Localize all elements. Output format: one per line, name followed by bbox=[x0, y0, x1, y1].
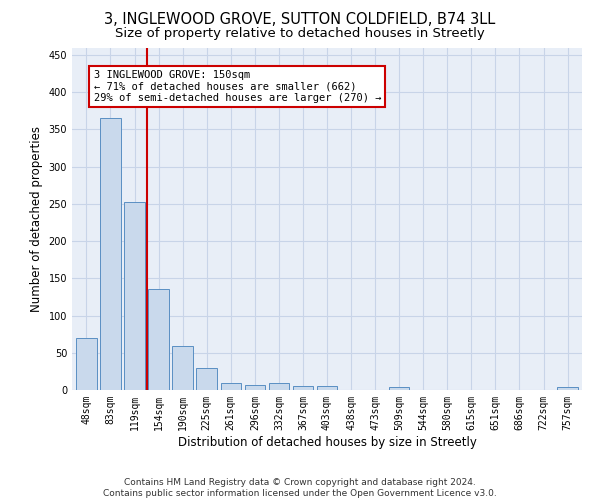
Text: 3 INGLEWOOD GROVE: 150sqm
← 71% of detached houses are smaller (662)
29% of semi: 3 INGLEWOOD GROVE: 150sqm ← 71% of detac… bbox=[94, 70, 381, 103]
Bar bbox=[557, 387, 578, 390]
Bar bbox=[245, 385, 265, 390]
Bar bbox=[172, 346, 193, 390]
X-axis label: Distribution of detached houses by size in Streetly: Distribution of detached houses by size … bbox=[178, 436, 476, 448]
Bar bbox=[317, 386, 337, 390]
Bar bbox=[293, 386, 313, 390]
Bar bbox=[389, 387, 409, 390]
Bar bbox=[100, 118, 121, 390]
Bar bbox=[196, 368, 217, 390]
Y-axis label: Number of detached properties: Number of detached properties bbox=[30, 126, 43, 312]
Text: 3, INGLEWOOD GROVE, SUTTON COLDFIELD, B74 3LL: 3, INGLEWOOD GROVE, SUTTON COLDFIELD, B7… bbox=[104, 12, 496, 28]
Bar bbox=[221, 382, 241, 390]
Bar bbox=[148, 290, 169, 390]
Text: Size of property relative to detached houses in Streetly: Size of property relative to detached ho… bbox=[115, 28, 485, 40]
Text: Contains HM Land Registry data © Crown copyright and database right 2024.
Contai: Contains HM Land Registry data © Crown c… bbox=[103, 478, 497, 498]
Bar bbox=[269, 382, 289, 390]
Bar bbox=[76, 338, 97, 390]
Bar bbox=[124, 202, 145, 390]
